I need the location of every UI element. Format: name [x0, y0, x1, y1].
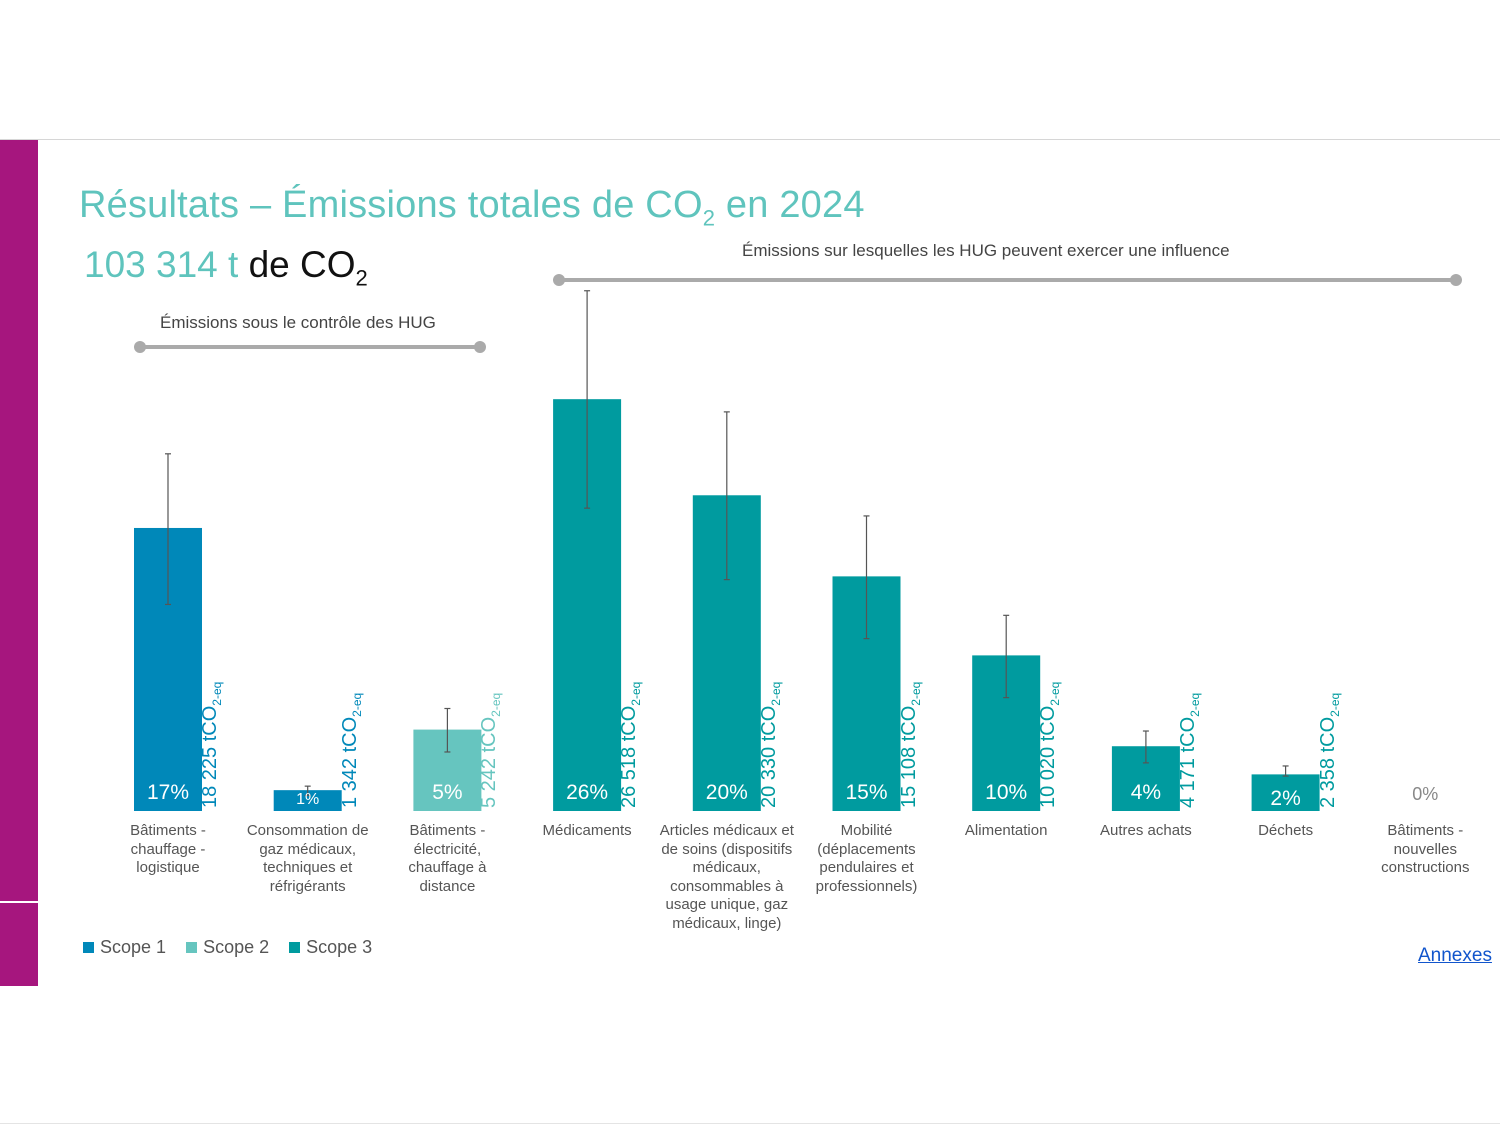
accent-sidebar: [0, 140, 38, 986]
legend-label: Scope 2: [203, 937, 270, 957]
percent-label: 20%: [705, 781, 748, 804]
legend-swatch: [186, 942, 198, 953]
category-label: Articles médicaux et de soins (dispositi…: [659, 822, 794, 932]
percent-label: 0%: [1412, 784, 1439, 804]
category-label: Médicaments: [542, 822, 632, 839]
error-bar: [1282, 765, 1289, 777]
total-unit: de CO: [238, 244, 356, 285]
percent-label: 2%: [1270, 787, 1301, 810]
total-value: 103 314 t: [84, 244, 239, 285]
error-bar: [304, 785, 311, 797]
bottom-divider: [0, 1123, 1500, 1124]
percent-label: 4%: [1130, 781, 1162, 804]
legend-item-scope1: Scope 1: [83, 937, 166, 958]
bracket-influence: [553, 274, 1462, 286]
title-suffix: en 2024: [715, 184, 865, 226]
legend-swatch: [83, 942, 94, 953]
bar: [273, 790, 342, 811]
legend-label: Scope 3: [306, 937, 373, 957]
error-bar: [165, 453, 171, 606]
total-emissions: 103 314 t de CO2: [84, 244, 368, 291]
value-label: 10 020 tCO2-eq: [1037, 681, 1063, 808]
legend-swatch: [289, 942, 301, 953]
category-label: Bâtiments - électricité, chauffage à dis…: [408, 822, 487, 895]
value-label: 1 342 tCO2-eq: [338, 692, 364, 808]
error-bar: [863, 515, 870, 640]
percent-label: 17%: [146, 781, 190, 804]
legend-label: Scope 1: [100, 937, 167, 957]
error-bar: [723, 411, 730, 581]
value-label: 2 358 tCO2-eq: [1316, 692, 1342, 808]
bracket-influence-label: Émissions sur lesquelles les HUG peuvent…: [742, 241, 1230, 260]
category-label: Bâtiments - nouvelles constructions: [1381, 822, 1470, 877]
error-bar: [1003, 614, 1010, 699]
legend-item-scope3: Scope 3: [289, 937, 372, 958]
percent-label: 10%: [985, 781, 1028, 804]
value-label: 15 108 tCO2-eq: [897, 681, 923, 808]
bracket-control: [134, 341, 486, 353]
title-text: Résultats – Émissions totales de CO: [79, 184, 703, 226]
sidebar-notch: [0, 901, 38, 903]
percent-label: 1%: [296, 791, 320, 808]
value-label: 20 330 tCO2-eq: [757, 681, 783, 808]
category-label: Autres achats: [1100, 822, 1192, 839]
page-title: Résultats – Émissions totales de CO2 en …: [79, 184, 865, 232]
percent-label: 26%: [566, 781, 609, 804]
percent-label: 5%: [432, 781, 463, 804]
category-label: Déchets: [1258, 822, 1314, 839]
percent-label: 15%: [845, 781, 888, 804]
top-divider: [0, 139, 1500, 140]
category-label: Mobilité (déplacements pendulaires et pr…: [815, 822, 918, 895]
category-label: Consommation de gaz médicaux, techniques…: [246, 822, 369, 895]
legend-item-scope2: Scope 2: [186, 937, 269, 958]
value-label: 5 242 tCO2-eq: [478, 692, 504, 808]
annexes-link[interactable]: Annexes: [1418, 945, 1492, 966]
title-subscript: 2: [702, 205, 716, 231]
error-bar: [444, 707, 451, 753]
value-label: 26 518 tCO2-eq: [618, 681, 644, 808]
bracket-control-label: Émissions sous le contrôle des HUG: [160, 313, 436, 332]
error-bar: [1142, 730, 1149, 764]
value-label: 4 171 tCO2-eq: [1176, 692, 1202, 808]
value-label: 18 225 tCO2-eq: [199, 681, 224, 808]
category-label: Bâtiments - chauffage - logistique: [130, 822, 206, 877]
legend: Scope 1 Scope 2 Scope 3: [83, 937, 372, 958]
bar: [1251, 774, 1320, 811]
total-subscript: 2: [355, 265, 368, 291]
error-bar: [584, 290, 591, 509]
category-label: Alimentation: [964, 822, 1048, 839]
